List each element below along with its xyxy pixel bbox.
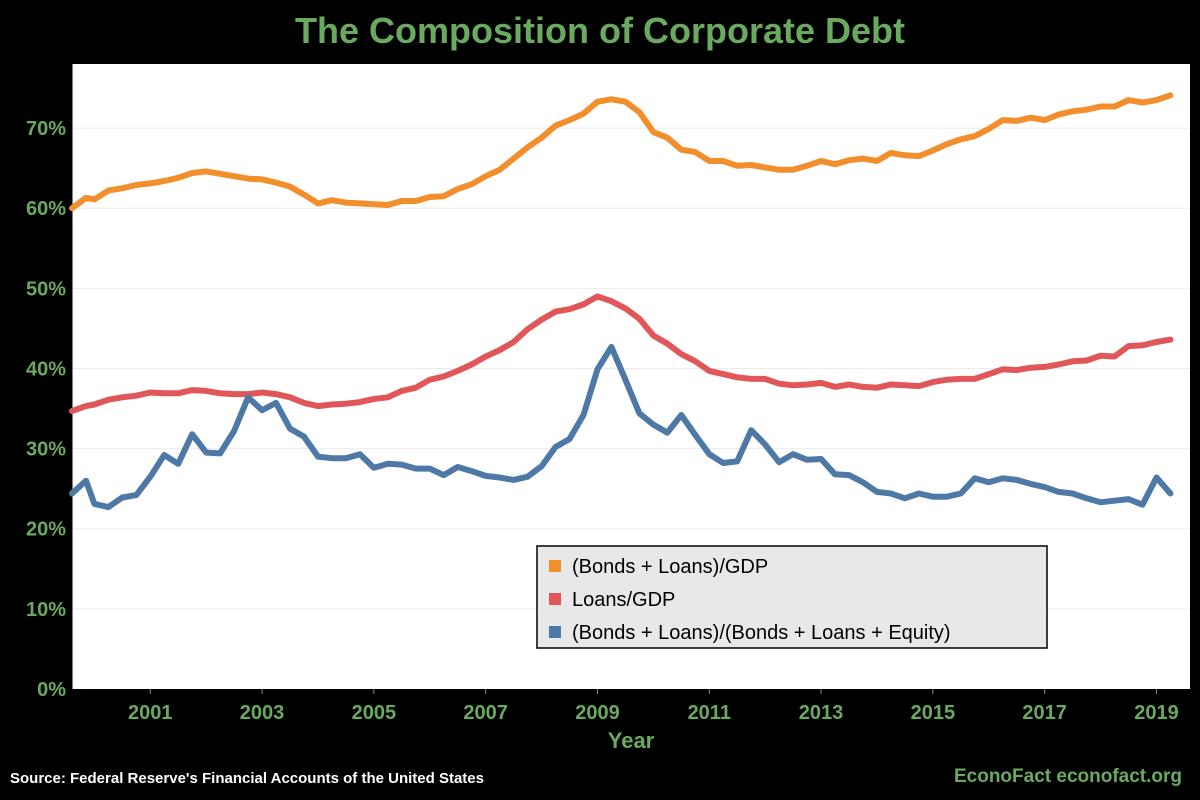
x-axis-label: Year xyxy=(608,728,655,753)
series-lines xyxy=(69,92,1174,511)
y-tick-label: 60% xyxy=(26,198,66,220)
x-tick-label: 2005 xyxy=(352,702,397,724)
legend-swatch xyxy=(549,560,561,572)
legend: (Bonds + Loans)/GDP Loans/GDP (Bonds + Loa… xyxy=(536,545,1048,649)
x-tick-label: 2007 xyxy=(463,702,508,724)
legend-label: (Bonds + Loans)/GDP xyxy=(572,556,768,578)
source-note: Source: Federal Reserve's Financial Acco… xyxy=(10,770,484,787)
y-tick-label: 0% xyxy=(37,679,66,701)
series-line-3 xyxy=(69,343,1174,511)
legend-label: Loans/GDP xyxy=(572,589,675,611)
y-tick-label: 50% xyxy=(26,278,66,300)
legend-box xyxy=(536,545,1048,649)
x-tick-label: 2011 xyxy=(688,702,731,724)
x-tick-label: 2001 xyxy=(128,702,173,724)
credit-note: EconoFact econofact.org xyxy=(953,766,1182,787)
y-tick-label: 30% xyxy=(26,439,66,461)
x-tick-label: 2009 xyxy=(575,702,620,724)
legend-label: (Bonds + Loans)/(Bonds + Loans + Equity) xyxy=(572,622,951,644)
series-line-2 xyxy=(69,293,1174,414)
y-tick-label: 20% xyxy=(26,519,66,541)
y-axis: 0% 10% 20% 30% 40% 50% 60% 70% xyxy=(26,64,73,701)
y-tick-label: 70% xyxy=(26,118,66,140)
x-axis: 2001 2003 2005 2007 2009 2011 2013 2015 2017 2019 xyxy=(128,689,1179,724)
x-tick-label: 2015 xyxy=(911,702,956,724)
x-tick-label: 2017 xyxy=(1022,702,1067,724)
x-tick-label: 2019 xyxy=(1134,702,1179,724)
legend-swatch xyxy=(549,626,561,638)
x-tick-label: 2013 xyxy=(799,702,844,724)
y-tick-label: 40% xyxy=(26,358,66,380)
x-tick-label: 2003 xyxy=(240,702,285,724)
legend-swatch xyxy=(549,593,561,605)
chart-title: The Composition of Corporate Debt xyxy=(295,10,905,51)
series-line-1 xyxy=(69,92,1174,212)
y-tick-label: 10% xyxy=(26,599,66,621)
